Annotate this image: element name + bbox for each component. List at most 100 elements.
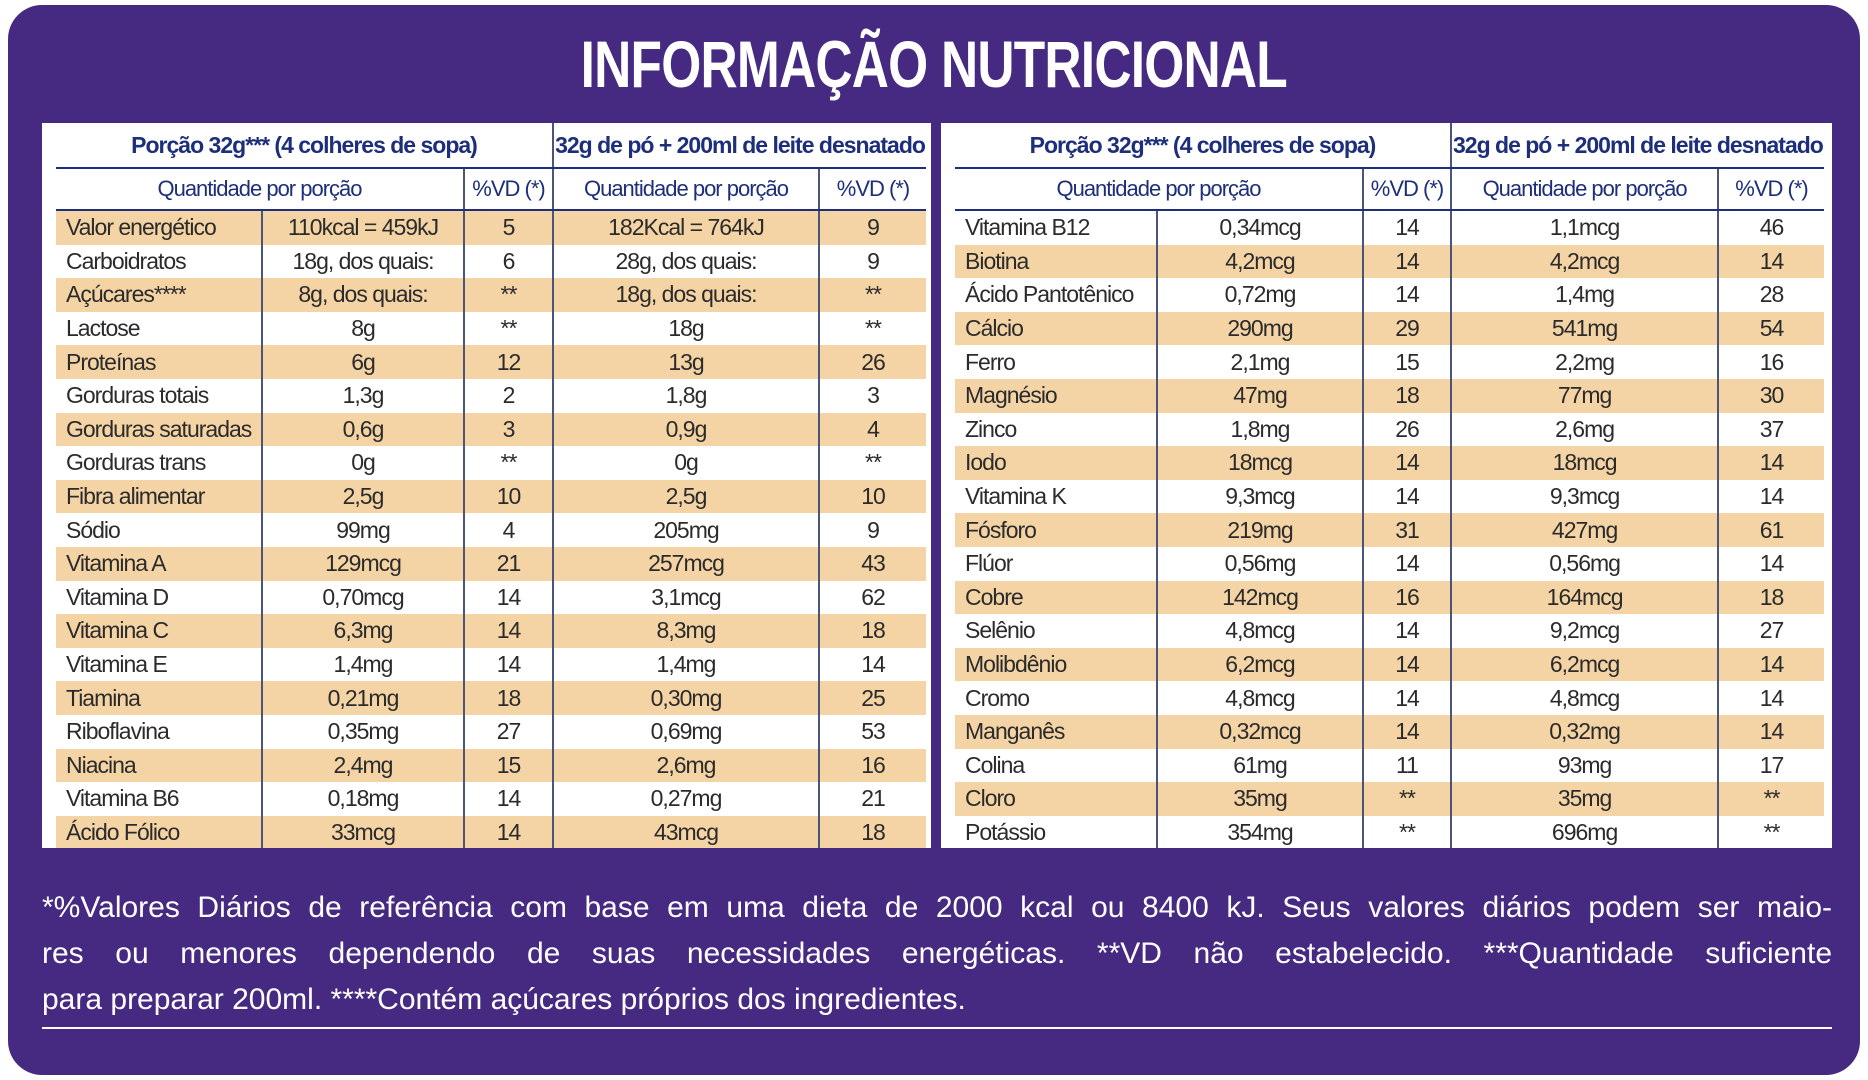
cell: 290mg [1156, 311, 1363, 346]
cell: 28g, dos quais: [552, 244, 819, 279]
cell: 9 [818, 513, 926, 547]
cell: 6g [261, 345, 464, 379]
table-row: Selênio 4,8mcg 14 9,2mcg 27 [955, 614, 1824, 648]
cell: 43mcg [552, 815, 819, 848]
cell: 6 [463, 244, 553, 279]
nutrient-name: Fibra alimentar [56, 479, 262, 514]
nutrient-name: Vitamina D [66, 583, 169, 610]
cell: ** [463, 311, 553, 346]
cell: 0,18mg [261, 782, 464, 816]
cell: 35mg [1156, 782, 1363, 816]
cell: 18 [1362, 378, 1451, 413]
cell: 8g, dos quais: [261, 278, 464, 312]
cell: 13g [552, 345, 819, 379]
nutrient-name: Cobre [955, 580, 1157, 615]
cell: 18 [463, 681, 553, 715]
nutrient-name: Vitamina K [965, 483, 1067, 510]
nutrient-name: Colina [965, 751, 1025, 778]
subheader-cell: %VD (*) [1362, 168, 1451, 211]
cell: 427mg [1449, 513, 1719, 547]
cell: 14 [818, 647, 926, 682]
cell: 129mcg [261, 546, 464, 581]
cell: 6,2mcg [1156, 647, 1363, 682]
nutrient-name: Valor energético [56, 210, 262, 245]
table-panel: Porção 32g*** (4 colheres de sopa) 32g de… [42, 123, 931, 848]
table-row: Lactose 8g ** 18g ** [56, 311, 926, 346]
cell: 18 [818, 815, 926, 848]
cell: 14 [1717, 546, 1824, 581]
nutrient-name: Carboidratos [66, 247, 187, 274]
nutrient-name: Vitamina B6 [66, 785, 180, 812]
cell: 2 [463, 378, 553, 413]
cell: 0,30mg [552, 681, 819, 715]
nutrient-name: Tiamina [56, 681, 262, 715]
nutrient-name: Gorduras totais [66, 382, 209, 409]
cell: 1,3g [261, 378, 464, 413]
table-row: Ácido Pantotênico 0,72mg 14 1,4mg 28 [955, 278, 1824, 312]
cell: 205mg [552, 513, 819, 547]
nutrient-name: Selênio [965, 617, 1036, 644]
nutrient-name: Gorduras trans [66, 449, 206, 476]
header-cell: 32g de pó + 200ml de leite desnatado [552, 123, 926, 169]
nutrient-name: Vitamina A [56, 546, 262, 581]
cell: 9,2mcg [1449, 614, 1719, 648]
nutrient-name: Ácido Pantotênico [965, 281, 1134, 308]
subheader-cell: Quantidade por porção [955, 168, 1363, 211]
cell: 31 [1362, 513, 1451, 547]
cell: 0,21mg [261, 681, 464, 715]
cell: 696mg [1449, 815, 1719, 848]
cell: 1,8g [552, 378, 819, 413]
subheader-cell: Quantidade por porção [552, 168, 819, 211]
cell: 15 [1362, 345, 1451, 379]
cell: 10 [818, 479, 926, 514]
cell: 2,2mg [1449, 345, 1719, 379]
cell: ** [818, 278, 926, 312]
cell: 30 [1717, 378, 1824, 413]
cell: 4,8mcg [1156, 614, 1363, 648]
cell: 16 [1717, 345, 1824, 379]
cell: 14 [463, 815, 553, 848]
cell: 15 [463, 748, 553, 783]
nutrient-name: Manganês [955, 714, 1157, 749]
nutrient-name: Potássio [965, 818, 1046, 845]
cell: 2,4mg [261, 748, 464, 783]
cell: 62 [818, 580, 926, 615]
table-row: Valor energético 110kcal = 459kJ 5 182Kcal … [56, 210, 926, 245]
cell: 2,6mg [1449, 412, 1719, 447]
nutrient-name: Gorduras saturadas [56, 412, 262, 447]
cell: 1,4mg [552, 647, 819, 682]
table-row: Potássio 354mg ** 696mg ** [955, 815, 1824, 848]
cell: 8g [261, 311, 464, 346]
nutrient-name: Zinco [965, 415, 1017, 442]
cell: 9,3mcg [1449, 479, 1719, 514]
nutrient-name: Proteínas [56, 345, 262, 379]
cell: 0,34mcg [1156, 210, 1363, 245]
cell: 1,4mg [261, 647, 464, 682]
cell: ** [463, 446, 553, 480]
cell: 77mg [1449, 378, 1719, 413]
cell: 1,1mcg [1449, 210, 1719, 245]
table-row: Molibdênio 6,2mcg 14 6,2mcg 14 [955, 647, 1824, 682]
cell: 10 [463, 479, 553, 514]
cell: 18mcg [1156, 446, 1363, 480]
cell: 2,6mg [552, 748, 819, 783]
cell: 2,5g [261, 479, 464, 514]
cell: 61mg [1156, 748, 1363, 783]
cell: 43 [818, 546, 926, 581]
nutrient-name: Iodo [955, 446, 1157, 480]
table-row: Colina 61mg 11 93mg 17 [955, 748, 1824, 783]
nutrient-name: Vitamina E [66, 651, 168, 678]
nutrient-name: Vitamina B12 [965, 214, 1090, 241]
cell: 35mg [1449, 782, 1719, 816]
nutrition-table: Porção 32g*** (4 colheres de sopa) 32g de… [56, 123, 926, 848]
cell: 0,9g [552, 412, 819, 447]
cell: 28 [1717, 278, 1824, 312]
cell: 4,2mcg [1156, 244, 1363, 279]
nutrient-name: Riboflavina [66, 718, 170, 745]
cell: 53 [818, 714, 926, 749]
cell: 4,8mcg [1156, 681, 1363, 715]
cell: 257mcg [552, 546, 819, 581]
cell: 142mcg [1156, 580, 1363, 615]
cell: 14 [1717, 479, 1824, 514]
